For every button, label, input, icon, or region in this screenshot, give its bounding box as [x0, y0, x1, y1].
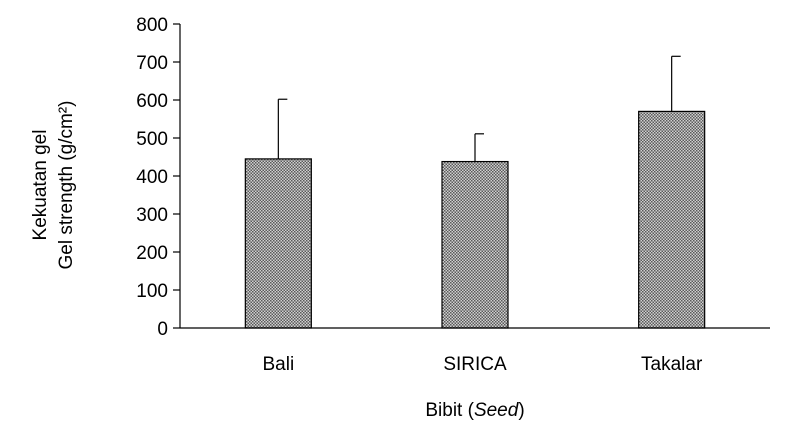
x-category-label: SIRICA	[443, 354, 507, 375]
y-axis-title-line1: Kekuatan gel	[30, 130, 51, 241]
error-bars	[277, 55, 681, 162]
y-tick-label: 300	[136, 205, 168, 226]
y-tick-label: 100	[136, 281, 168, 302]
y-axis-title-line2: Gel strength (g/cm²)	[56, 101, 77, 270]
x-axis-title-close: )	[518, 400, 524, 421]
bar-sirica	[441, 160, 509, 329]
bars	[244, 110, 706, 329]
y-axis-title: Kekuatan gel Gel strength (g/cm²)	[30, 101, 77, 270]
x-axis-title-main: Bibit (	[425, 400, 474, 421]
y-tick-label: 600	[136, 91, 168, 112]
y-tick-label: 400	[136, 167, 168, 188]
y-tick-label: 0	[157, 319, 168, 340]
y-tick-label: 200	[136, 243, 168, 264]
y-ticks: 0 100 200 300 400 500 600 700 800	[136, 15, 180, 340]
x-axis-title-italic: Seed	[474, 400, 520, 421]
x-category-labels: Bali SIRICA Takalar	[262, 354, 702, 375]
x-category-label: Bali	[262, 354, 294, 375]
y-tick-label: 700	[136, 53, 168, 74]
y-tick-label: 800	[136, 15, 168, 36]
x-category-label: Takalar	[641, 354, 703, 375]
x-axis-title: Bibit (Seed)	[425, 400, 524, 421]
y-tick-label: 500	[136, 129, 168, 150]
bar-takalar	[638, 110, 706, 329]
bar-bali	[244, 158, 312, 329]
